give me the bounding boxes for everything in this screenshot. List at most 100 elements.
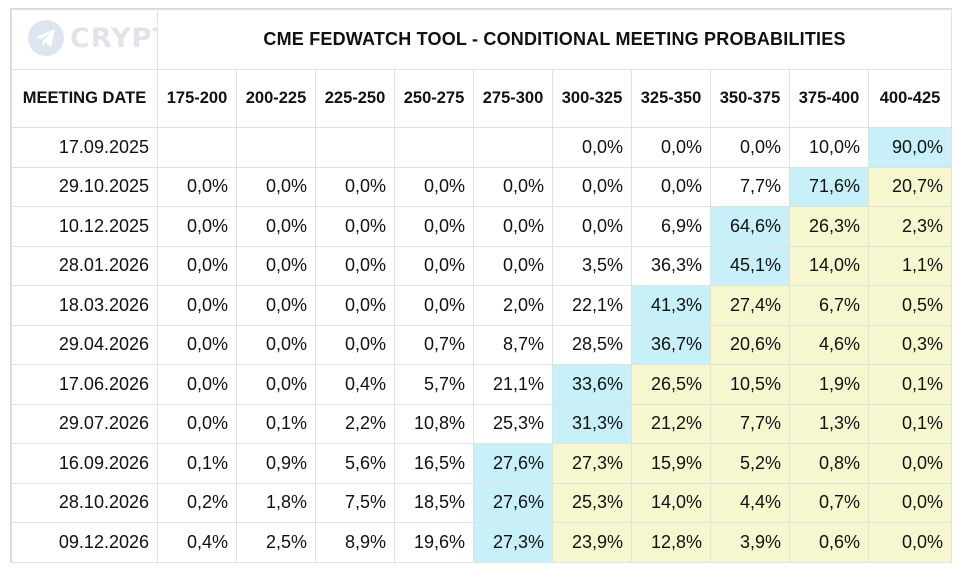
probability-cell: 0,0% — [552, 127, 632, 168]
table-row: 28.10.2026 0,2% 1,8% 7,5% 18,5% 27,6% 25,3% 14,… — [11, 482, 953, 523]
probability-cell: 7,5% — [315, 482, 395, 523]
probability-cell: 18,5% — [394, 482, 474, 523]
probability-cell: 71,6% — [789, 166, 869, 207]
probability-cell: 0,0% — [157, 403, 237, 444]
probability-cell: 27,4% — [710, 285, 790, 326]
probability-cell: 3,5% — [552, 245, 632, 286]
probability-cell: 0,5% — [867, 285, 953, 326]
table-row: 29.10.2025 0,0% 0,0% 0,0% 0,0% 0,0% 0,0% 0,0% 7,… — [11, 166, 953, 207]
meeting-date-cell: 17.09.2025 — [11, 127, 158, 168]
probability-cell: 0,7% — [394, 324, 474, 365]
meeting-date-cell: 28.10.2026 — [11, 482, 158, 523]
probability-cell: 90,0% — [867, 127, 953, 168]
probability-cell: 1,9% — [789, 364, 869, 405]
probability-cell: 0,2% — [157, 482, 237, 523]
probability-cell: 27,3% — [473, 522, 553, 563]
probability-cell: 10,0% — [789, 127, 869, 168]
rate-range-header: 225-250 — [315, 69, 395, 128]
probability-cell: 0,8% — [789, 443, 869, 484]
probability-cell: 0,0% — [867, 443, 953, 484]
probability-cell: 5,7% — [394, 364, 474, 405]
watermark-logo: CRYPTO_HD — [28, 20, 157, 56]
probability-cell: 0,0% — [236, 285, 316, 326]
probability-cell: 28,5% — [552, 324, 632, 365]
probability-cell: 0,0% — [394, 285, 474, 326]
probability-cell: 10,8% — [394, 403, 474, 444]
probability-cell: 16,5% — [394, 443, 474, 484]
probability-cell: 4,4% — [710, 482, 790, 523]
probability-cell: 1,8% — [236, 482, 316, 523]
probability-cell: 0,0% — [315, 245, 395, 286]
probability-cell: 36,3% — [631, 245, 711, 286]
probability-cell: 0,0% — [315, 285, 395, 326]
probability-cell: 21,1% — [473, 364, 553, 405]
probability-cell: 1,1% — [867, 245, 953, 286]
probability-cell: 0,0% — [315, 206, 395, 247]
meeting-date-cell: 10.12.2025 — [11, 206, 158, 247]
probability-cell: 8,7% — [473, 324, 553, 365]
probability-cell: 15,9% — [631, 443, 711, 484]
rate-range-header: 300-325 — [552, 69, 632, 128]
table-row: 10.12.2025 0,0% 0,0% 0,0% 0,0% 0,0% 0,0% 6,9% 64… — [11, 206, 953, 247]
table-title: CME FEDWATCH TOOL - CONDITIONAL MEETING … — [156, 9, 953, 70]
probability-cell: 31,3% — [552, 403, 632, 444]
meeting-date-cell: 29.04.2026 — [11, 324, 158, 365]
probability-cell: 0,1% — [867, 403, 953, 444]
meeting-date-cell: 29.10.2025 — [11, 166, 158, 207]
probability-cell: 33,6% — [552, 364, 632, 405]
table-row: 16.09.2026 0,1% 0,9% 5,6% 16,5% 27,6% 27,3% 15,… — [11, 443, 953, 484]
probability-cell: 2,2% — [315, 403, 395, 444]
probability-cell — [157, 127, 237, 168]
probability-cell: 20,7% — [867, 166, 953, 207]
meeting-date-cell: 18.03.2026 — [11, 285, 158, 326]
probability-cell: 4,6% — [789, 324, 869, 365]
probability-cell: 0,0% — [867, 522, 953, 563]
table-row: 17.06.2026 0,0% 0,0% 0,4% 5,7% 21,1% 33,6% 26,5… — [11, 364, 953, 405]
probability-cell: 5,6% — [315, 443, 395, 484]
rate-range-header: 350-375 — [710, 69, 790, 128]
probability-cell: 26,3% — [789, 206, 869, 247]
probability-cell: 7,7% — [710, 166, 790, 207]
probability-cell: 0,0% — [236, 166, 316, 207]
probability-cell: 0,0% — [473, 206, 553, 247]
probability-cell: 14,0% — [631, 482, 711, 523]
probability-cell: 20,6% — [710, 324, 790, 365]
probability-cell: 0,0% — [552, 166, 632, 207]
probability-cell: 23,9% — [552, 522, 632, 563]
probability-cell: 19,6% — [394, 522, 474, 563]
probability-cell — [315, 127, 395, 168]
probability-cell: 0,6% — [789, 522, 869, 563]
probability-cell: 7,7% — [710, 403, 790, 444]
table-row: 28.01.2026 0,0% 0,0% 0,0% 0,0% 0,0% 3,5% 36,3% 4… — [11, 245, 953, 286]
table-body: 17.09.2025 0,0% 0,0% 0,0% 10,0% 90,0% 29.10.20… — [11, 127, 953, 563]
probability-cell: 27,6% — [473, 443, 553, 484]
probability-cell: 0,7% — [789, 482, 869, 523]
probability-cell: 6,7% — [789, 285, 869, 326]
watermark-cell: CRYPTO_HD — [11, 9, 158, 70]
probability-cell: 8,9% — [315, 522, 395, 563]
probability-table-frame: CRYPTO_HD CME FEDWATCH TOOL - CONDITIONA… — [10, 8, 953, 563]
probability-cell: 6,9% — [631, 206, 711, 247]
meeting-date-cell: 29.07.2026 — [11, 403, 158, 444]
rate-range-header: 375-400 — [789, 69, 869, 128]
probability-cell: 0,0% — [394, 245, 474, 286]
probability-cell: 0,4% — [157, 522, 237, 563]
table-row: 17.09.2025 0,0% 0,0% 0,0% 10,0% 90,0% — [11, 127, 953, 168]
probability-cell: 0,0% — [236, 324, 316, 365]
probability-cell: 0,1% — [236, 403, 316, 444]
probability-cell: 1,3% — [789, 403, 869, 444]
telegram-plane-icon — [28, 20, 64, 56]
probability-cell: 0,0% — [157, 364, 237, 405]
probability-cell: 5,2% — [710, 443, 790, 484]
probability-cell: 0,0% — [631, 166, 711, 207]
probability-cell: 3,9% — [710, 522, 790, 563]
probability-cell: 0,0% — [867, 482, 953, 523]
table-row: 09.12.2026 0,4% 2,5% 8,9% 19,6% 27,3% 23,9% 12,… — [11, 522, 953, 563]
meeting-date-cell: 16.09.2026 — [11, 443, 158, 484]
table-row: 29.04.2026 0,0% 0,0% 0,0% 0,7% 8,7% 28,5% 36,7%… — [11, 324, 953, 365]
probability-cell: 0,0% — [315, 324, 395, 365]
rate-range-header: 325-350 — [631, 69, 711, 128]
rate-range-header: 400-425 — [867, 69, 953, 128]
probability-cell: 0,0% — [236, 364, 316, 405]
probability-cell: 21,2% — [631, 403, 711, 444]
